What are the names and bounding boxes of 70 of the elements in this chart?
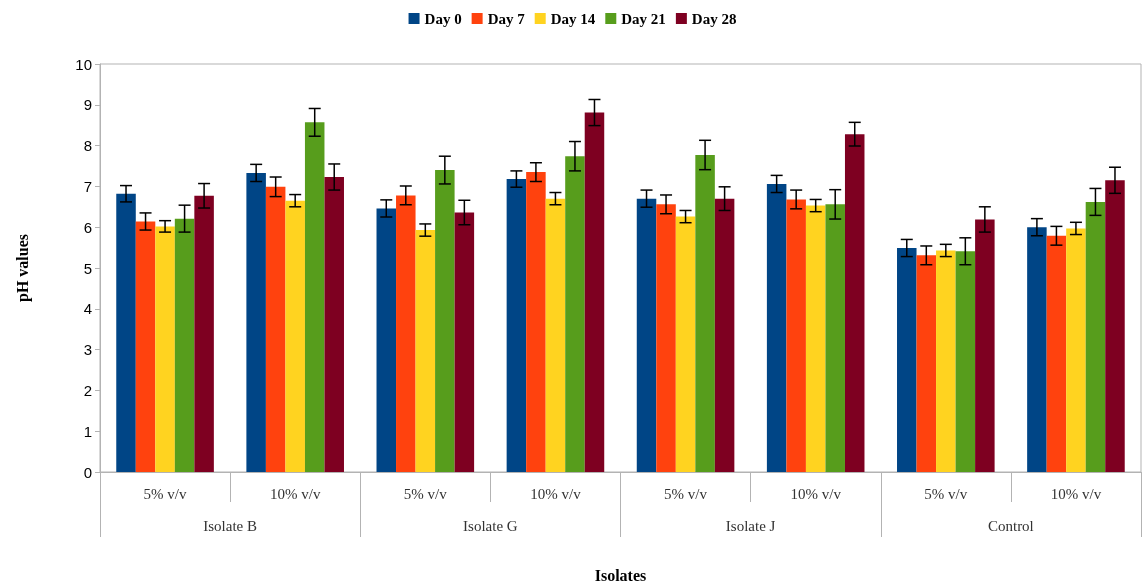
bar bbox=[324, 177, 344, 472]
y-tick-label: 9 bbox=[83, 96, 92, 114]
bar bbox=[285, 200, 305, 472]
legend-label: Day 0 bbox=[424, 10, 462, 27]
bar bbox=[304, 122, 325, 472]
bar bbox=[116, 193, 136, 472]
bar bbox=[805, 205, 826, 472]
y-tick-label: 1 bbox=[83, 422, 92, 440]
text: Control bbox=[987, 517, 1034, 534]
bar bbox=[545, 198, 566, 472]
y-tick-label: 7 bbox=[83, 177, 92, 195]
bar bbox=[246, 172, 266, 472]
y-tick-label: 0 bbox=[83, 463, 92, 481]
bar bbox=[844, 134, 865, 472]
bar bbox=[766, 183, 787, 472]
y-tick-label: 10 bbox=[75, 55, 92, 73]
bar bbox=[714, 198, 735, 472]
legend-label: Day 28 bbox=[691, 10, 737, 27]
y-tick-label: 8 bbox=[83, 137, 92, 155]
bar bbox=[155, 226, 175, 472]
bar bbox=[194, 195, 214, 472]
bar bbox=[584, 112, 605, 472]
bar bbox=[135, 221, 156, 472]
bar bbox=[1085, 201, 1106, 472]
bar bbox=[1105, 180, 1125, 472]
x-axis-title: Isolates bbox=[594, 566, 647, 584]
bar bbox=[1046, 235, 1067, 472]
x-tick-label: 5% v/v bbox=[664, 485, 708, 502]
legend-label: Day 7 bbox=[487, 10, 526, 27]
x-tick-label: 10% v/v bbox=[790, 485, 842, 502]
bar bbox=[506, 179, 527, 472]
bar bbox=[636, 198, 657, 472]
text: Isolate G bbox=[463, 517, 518, 534]
x-tick-label: 10% v/v bbox=[1050, 485, 1102, 502]
bar bbox=[897, 248, 917, 472]
bar bbox=[786, 199, 806, 472]
bar bbox=[1066, 228, 1086, 472]
bar bbox=[975, 219, 995, 472]
x-tick-label: 10% v/v bbox=[269, 485, 321, 502]
bar bbox=[396, 195, 416, 472]
text: Isolate J bbox=[725, 517, 776, 534]
bar bbox=[656, 204, 676, 472]
text: Isolate B bbox=[203, 517, 257, 534]
legend-label: Day 21 bbox=[621, 10, 666, 27]
bar bbox=[955, 251, 976, 472]
bar bbox=[565, 156, 585, 472]
bar bbox=[825, 204, 845, 472]
bar bbox=[435, 170, 455, 472]
x-tick-label: 10% v/v bbox=[530, 485, 582, 502]
bar bbox=[415, 230, 436, 472]
y-tick-label: 3 bbox=[83, 341, 92, 359]
bar bbox=[695, 154, 715, 472]
y-tick-label: 5 bbox=[83, 259, 92, 277]
bar bbox=[265, 186, 286, 472]
x-tick-label: 5% v/v bbox=[143, 485, 188, 502]
y-axis-title: pH values bbox=[13, 233, 32, 303]
x-tick-label: 5% v/v bbox=[924, 485, 968, 502]
y-tick-label: 2 bbox=[83, 381, 92, 399]
bar bbox=[1027, 227, 1047, 472]
y-tick-label: 6 bbox=[83, 218, 92, 236]
bar bbox=[936, 250, 956, 472]
bar bbox=[916, 255, 937, 472]
y-tick-label: 4 bbox=[83, 300, 92, 318]
bar bbox=[454, 212, 475, 472]
bar bbox=[526, 172, 546, 472]
x-tick-label: 5% v/v bbox=[403, 485, 448, 502]
legend-label: Day 14 bbox=[550, 10, 596, 27]
bar bbox=[675, 216, 696, 472]
bar bbox=[376, 208, 397, 472]
bar bbox=[174, 218, 195, 472]
